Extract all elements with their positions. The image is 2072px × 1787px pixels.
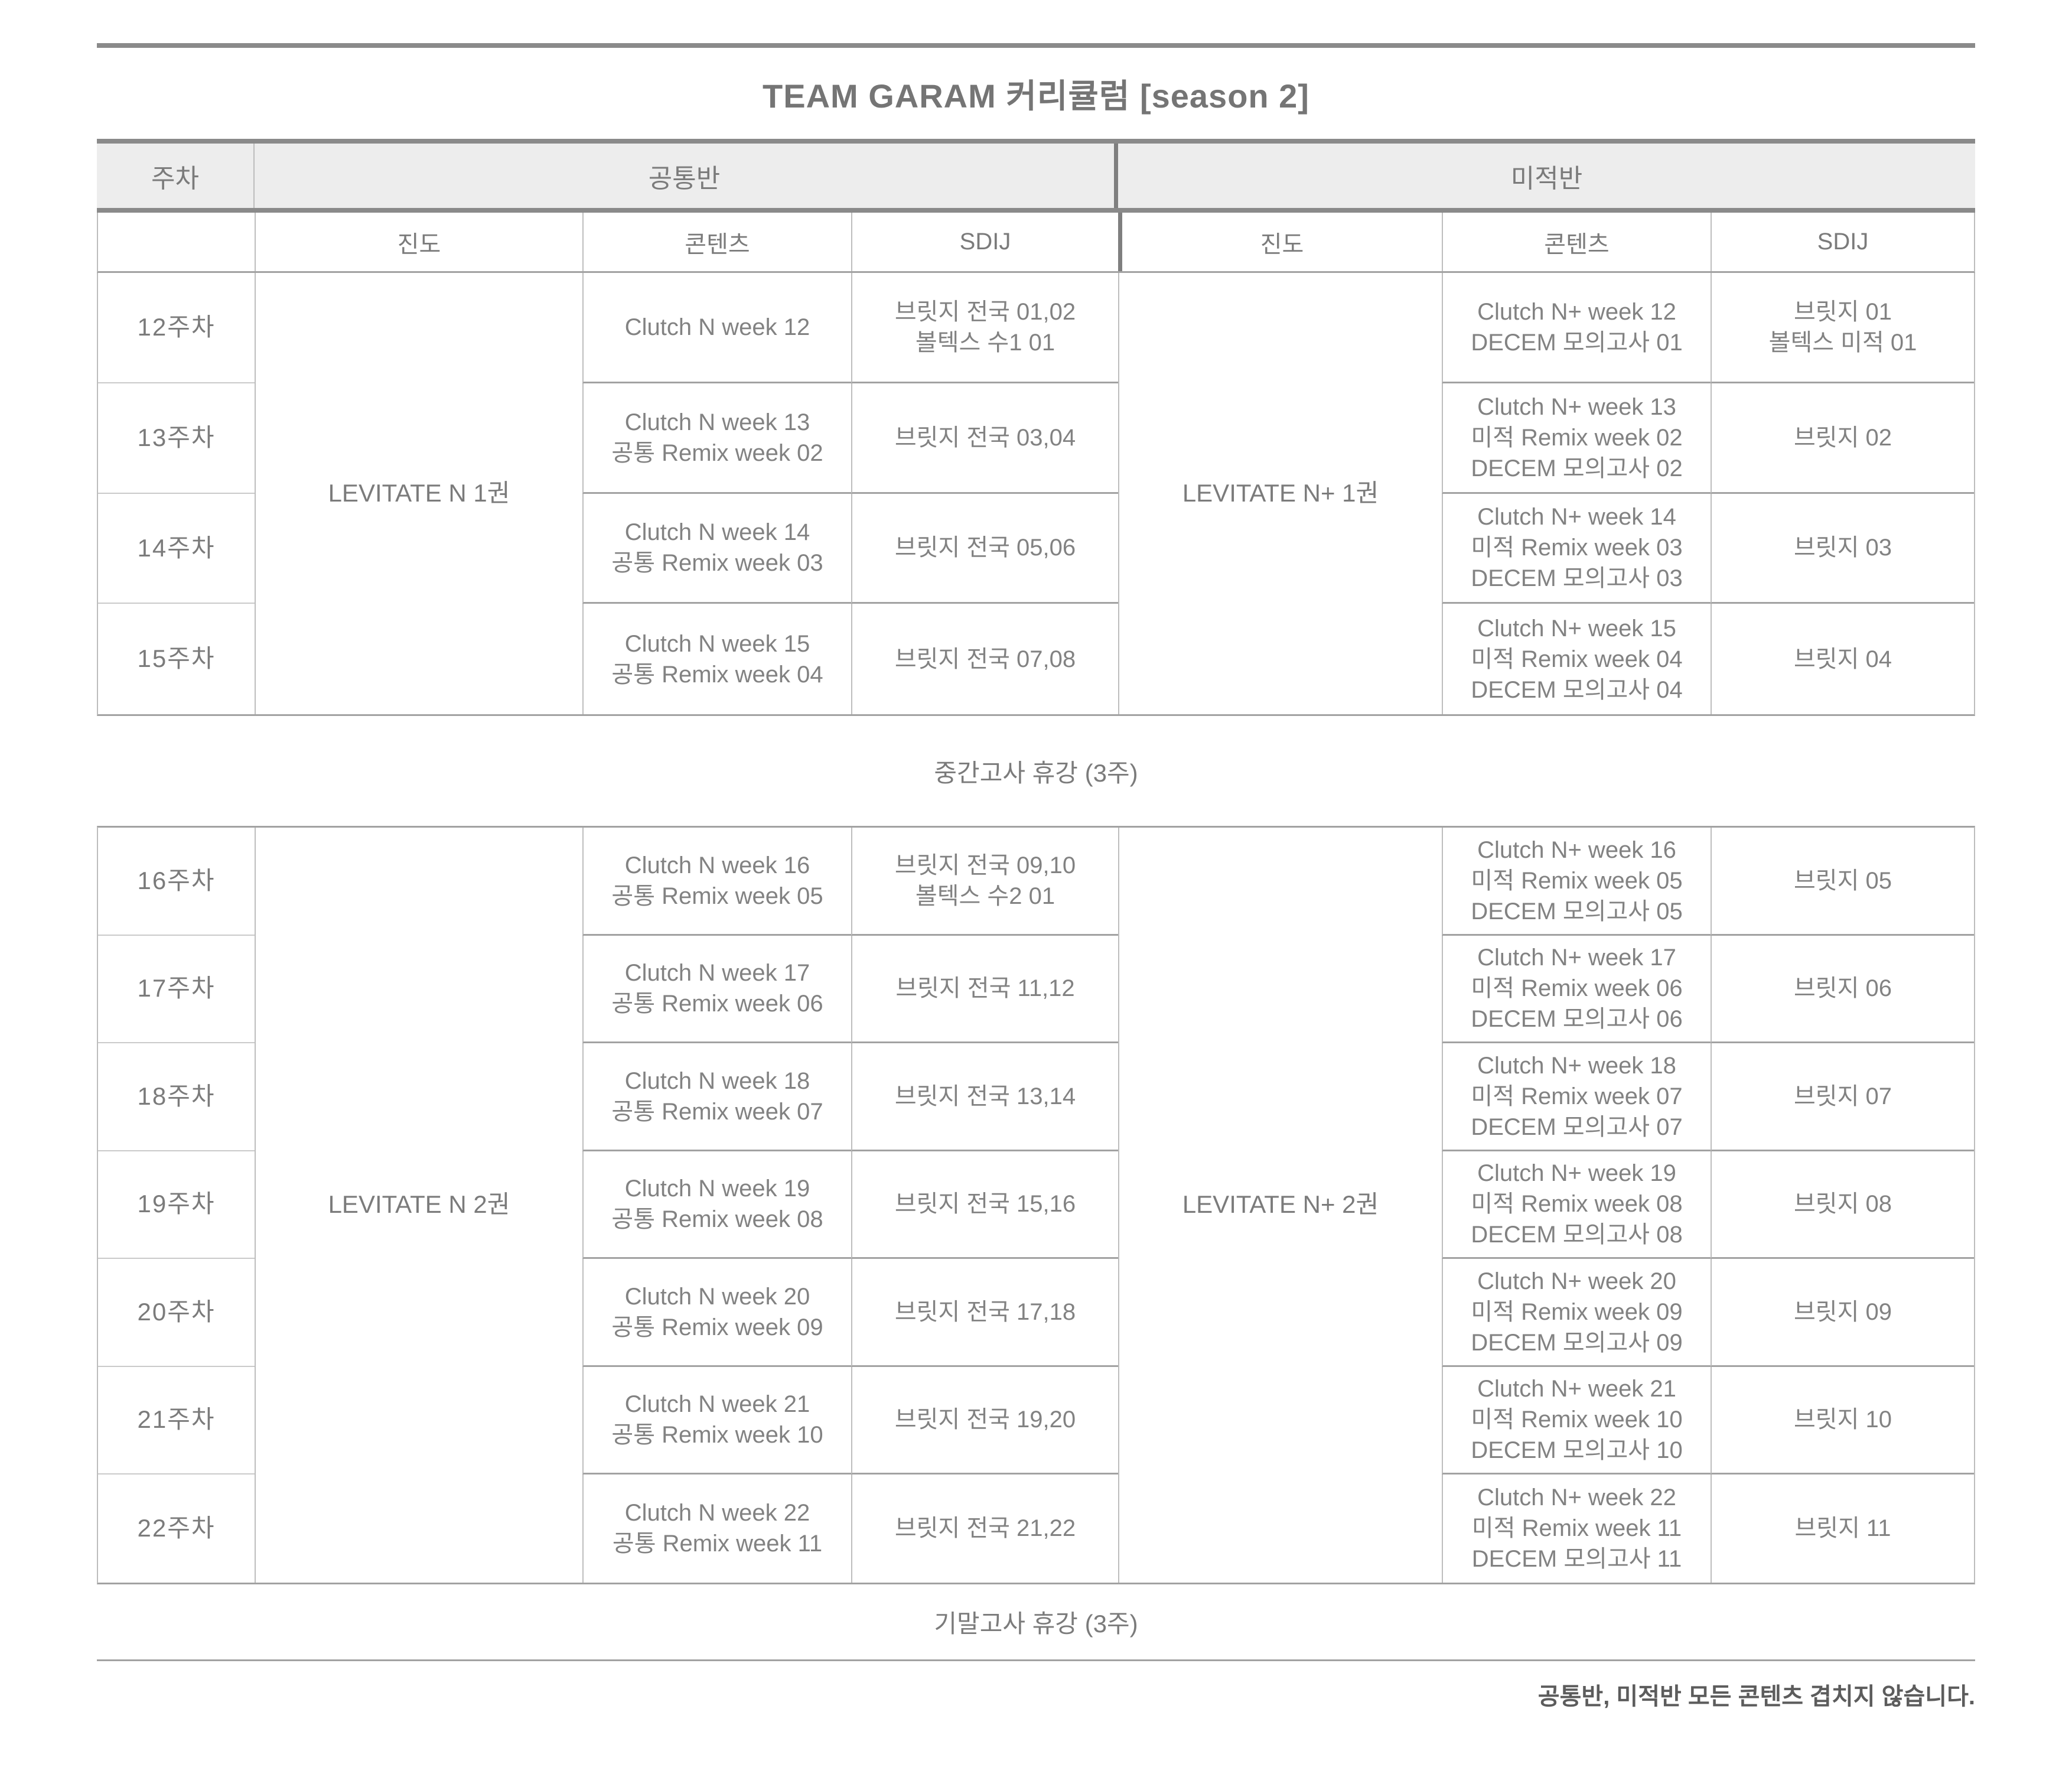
calculus-contents-cell: Clutch N+ week 16 미적 Remix week 05 DECEM 모… [1442, 828, 1711, 936]
week-label: 17주차 [98, 936, 255, 1043]
common-sdij-cell: 브릿지 전국 19,20 [851, 1366, 1118, 1474]
common-contents-cell: Clutch N week 22 공통 Remix week 11 [582, 1474, 851, 1583]
calculus-sdij-cell: 브릿지 02 [1711, 383, 1974, 494]
calculus-contents-cell: Clutch N+ week 17 미적 Remix week 06 DECEM 모… [1442, 935, 1711, 1043]
note-band: 공통반, 미적반 모든 콘텐츠 겹치지 않습니다. [97, 1661, 1975, 1727]
header-common-class: 공통반 [253, 144, 1114, 208]
common-sdij-cell: 브릿지 전국 07,08 [851, 604, 1118, 714]
subheader-empty [98, 213, 255, 271]
common-sdij-cell: 브릿지 전국 05,06 [851, 493, 1118, 604]
calculus-sdij-cell: 브릿지 01 볼텍스 미적 01 [1711, 273, 1974, 383]
header-week: 주차 [151, 164, 199, 193]
curriculum-table-weeks-16-22: LEVITATE N 2권 LEVITATE N+ 2권 16주차 Clutch… [97, 826, 1975, 1584]
common-sdij-cell: 브릿지 전국 17,18 [851, 1259, 1118, 1367]
week-label: 15주차 [137, 645, 216, 673]
calculus-progress-cell: LEVITATE N+ 2권 [1118, 828, 1442, 1583]
final-break-label: 기말고사 휴강 (3주) [934, 1610, 1138, 1638]
calculus-sdij-cell: 브릿지 05 [1711, 828, 1974, 936]
midterm-break-label: 중간고사 휴강 (3주) [934, 759, 1138, 787]
week-label: 19주차 [98, 1151, 255, 1259]
curriculum-sheet: TEAM GARAM 커리큘럼 [season 2] 주차 공통반 미적반 진도… [97, 43, 1975, 1727]
subheader-calculus-progress: 진도 [1118, 213, 1442, 271]
calculus-progress-cell: LEVITATE N+ 1권 [1118, 273, 1442, 714]
common-contents-cell: Clutch N week 17 공통 Remix week 06 [582, 935, 851, 1043]
subheader-calculus-contents: 콘텐츠 [1442, 213, 1711, 271]
calculus-sdij-cell: 브릿지 06 [1711, 935, 1974, 1043]
calculus-contents-cell: Clutch N+ week 21 미적 Remix week 10 DECEM 모… [1442, 1366, 1711, 1474]
week-label: 12주차 [98, 273, 255, 383]
common-contents-cell: Clutch N week 13 공통 Remix week 02 [582, 383, 851, 494]
calculus-contents-cell: Clutch N+ week 20 미적 Remix week 09 DECEM 모… [1442, 1259, 1711, 1367]
subheader-common-progress: 진도 [255, 213, 582, 271]
calculus-contents-cell: Clutch N+ week 14 미적 Remix week 03 DECEM 모… [1442, 493, 1711, 604]
calculus-contents-cell: Clutch N+ week 13 미적 Remix week 02 DECEM 모… [1442, 383, 1711, 494]
calculus-contents-cell: Clutch N+ week 18 미적 Remix week 07 DECEM 모… [1442, 1043, 1711, 1151]
week-label: 14주차 [98, 494, 255, 604]
subheader-common-contents: 콘텐츠 [582, 213, 851, 271]
calculus-contents-cell: Clutch N+ week 15 미적 Remix week 04 DECEM 모… [1442, 604, 1711, 714]
common-contents-cell: Clutch N week 21 공통 Remix week 10 [582, 1366, 851, 1474]
calculus-contents-cell: Clutch N+ week 12 DECEM 모의고사 01 [1442, 273, 1711, 383]
subheader-calculus-sdij: SDIJ [1711, 213, 1974, 271]
common-contents-cell: Clutch N week 19 공통 Remix week 08 [582, 1151, 851, 1259]
final-break-band: 기말고사 휴강 (3주) [97, 1584, 1975, 1661]
common-progress-cell: LEVITATE N 2권 [255, 828, 582, 1583]
common-contents-cell: Clutch N week 16 공통 Remix week 05 [582, 828, 851, 936]
calculus-sdij-cell: 브릿지 09 [1711, 1259, 1974, 1367]
table-header-groups: 주차 공통반 미적반 [97, 139, 1975, 213]
calculus-sdij-cell: 브릿지 11 [1711, 1474, 1974, 1583]
week-label: 21주차 [98, 1367, 255, 1474]
calculus-sdij-cell: 브릿지 03 [1711, 493, 1974, 604]
page-title: TEAM GARAM 커리큘럼 [season 2] [763, 77, 1309, 115]
common-sdij-cell: 브릿지 전국 09,10 볼텍스 수2 01 [851, 828, 1118, 936]
top-rule [97, 43, 1975, 48]
common-sdij-cell: 브릿지 전국 13,14 [851, 1043, 1118, 1151]
table-header-subcolumns: 진도 콘텐츠 SDIJ 진도 콘텐츠 SDIJ [97, 213, 1975, 273]
calculus-sdij-cell: 브릿지 10 [1711, 1366, 1974, 1474]
calculus-contents-cell: Clutch N+ week 19 미적 Remix week 08 DECEM 모… [1442, 1151, 1711, 1259]
midterm-break-band: 중간고사 휴강 (3주) [97, 716, 1975, 826]
common-sdij-cell: 브릿지 전국 21,22 [851, 1474, 1118, 1583]
week-label: 20주차 [98, 1259, 255, 1367]
subheader-common-sdij: SDIJ [851, 213, 1118, 271]
week-label: 18주차 [98, 1043, 255, 1151]
week-label: 13주차 [98, 383, 255, 494]
common-contents-cell: Clutch N week 18 공통 Remix week 07 [582, 1043, 851, 1151]
week-label: 22주차 [137, 1513, 216, 1542]
common-sdij-cell: 브릿지 전국 15,16 [851, 1151, 1118, 1259]
calculus-sdij-cell: 브릿지 08 [1711, 1151, 1974, 1259]
title-band: TEAM GARAM 커리큘럼 [season 2] [97, 48, 1975, 139]
footer-note: 공통반, 미적반 모든 콘텐츠 겹치지 않습니다. [1537, 1684, 1975, 1710]
common-contents-cell: Clutch N week 12 [582, 273, 851, 383]
calculus-contents-cell: Clutch N+ week 22 미적 Remix week 11 DECEM 모… [1442, 1474, 1711, 1583]
calculus-sdij-cell: 브릿지 07 [1711, 1043, 1974, 1151]
common-contents-cell: Clutch N week 15 공통 Remix week 04 [582, 604, 851, 714]
common-progress-cell: LEVITATE N 1권 [255, 273, 582, 714]
common-contents-cell: Clutch N week 14 공통 Remix week 03 [582, 493, 851, 604]
curriculum-table-weeks-12-15: LEVITATE N 1권 LEVITATE N+ 1권 12주차 Clutch… [97, 273, 1975, 716]
calculus-sdij-cell: 브릿지 04 [1711, 604, 1974, 714]
common-sdij-cell: 브릿지 전국 01,02 볼텍스 수1 01 [851, 273, 1118, 383]
common-sdij-cell: 브릿지 전국 03,04 [851, 383, 1118, 494]
header-calculus-class: 미적반 [1114, 144, 1975, 208]
common-contents-cell: Clutch N week 20 공통 Remix week 09 [582, 1259, 851, 1367]
week-label: 16주차 [98, 828, 255, 936]
common-sdij-cell: 브릿지 전국 11,12 [851, 935, 1118, 1043]
